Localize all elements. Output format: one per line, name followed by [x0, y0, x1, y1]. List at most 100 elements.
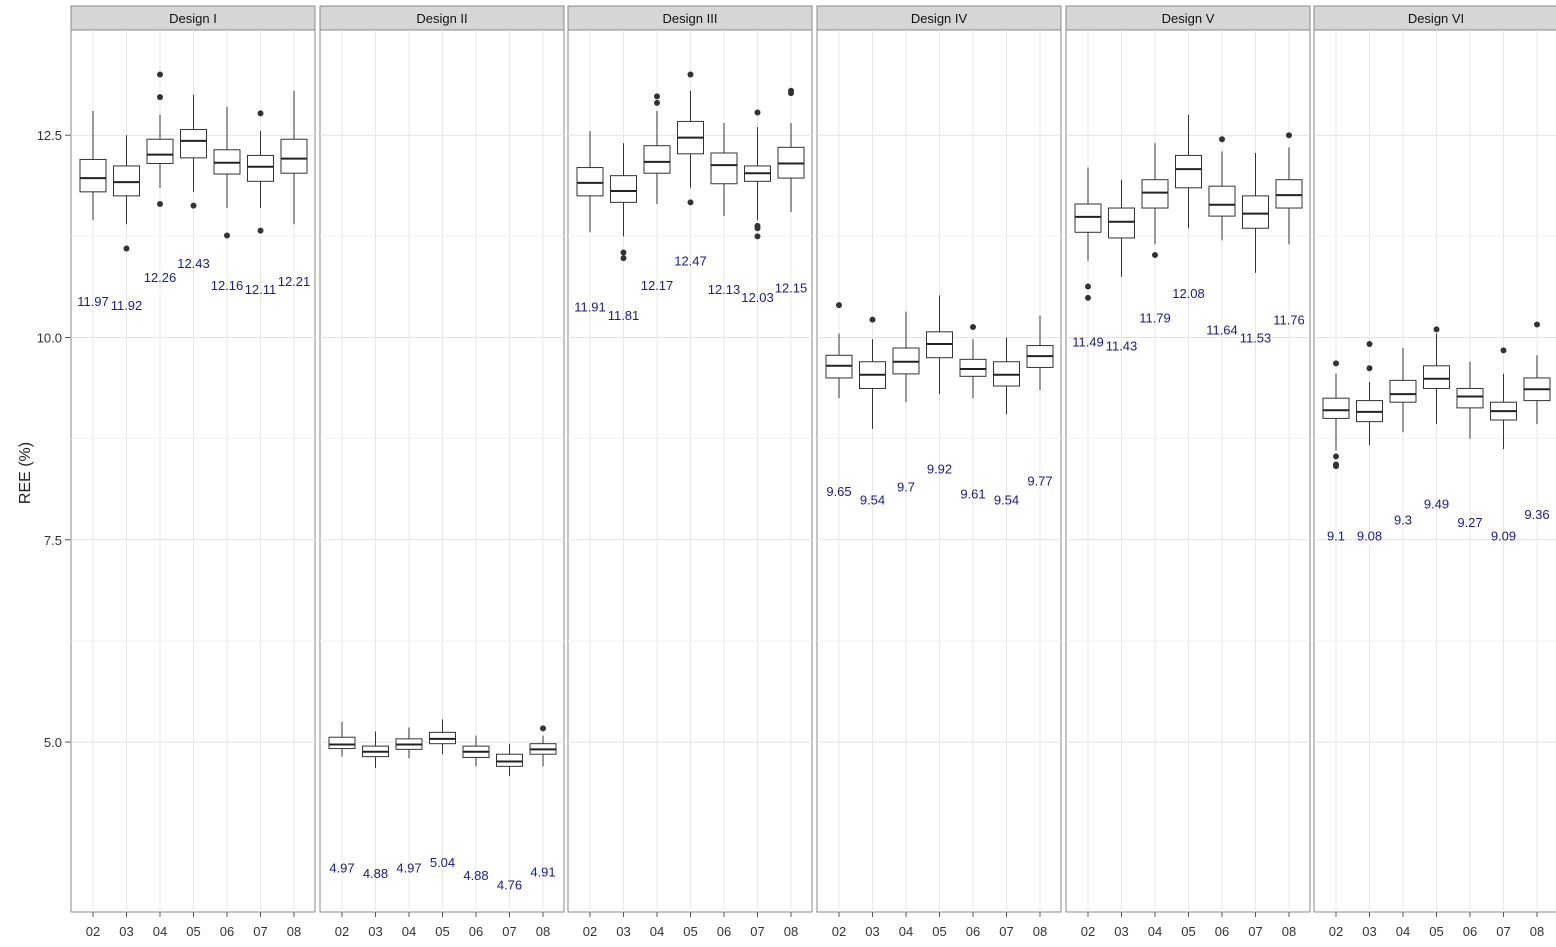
panel-frame	[1313, 29, 1556, 913]
x-tick-label: 06	[717, 924, 731, 939]
box	[1275, 179, 1303, 209]
outlier-point	[1433, 326, 1440, 333]
boxplot-item: 11.53	[1240, 152, 1271, 345]
facet-strip	[1313, 5, 1556, 31]
box	[496, 753, 523, 767]
outlier-point	[1366, 365, 1373, 372]
median-value-label: 11.49	[1072, 335, 1104, 350]
boxplot-item: 12.43	[177, 94, 210, 271]
median-value-label: 9.7	[897, 479, 915, 494]
box	[1108, 207, 1135, 239]
boxplot-item: 9.08	[1356, 340, 1383, 544]
boxplot-item: 12.21	[278, 90, 310, 289]
median-value-label: 9.36	[1524, 507, 1549, 522]
outlier-point	[1333, 463, 1339, 470]
facet-title: Design I	[169, 11, 217, 26]
outlier-point	[157, 71, 163, 78]
median-value-label: 5.04	[430, 855, 455, 870]
outlier-point	[1152, 251, 1158, 258]
boxplot-item: 11.79	[1139, 143, 1171, 325]
median-value-label: 9.54	[860, 492, 885, 507]
x-tick-label: 04	[650, 924, 664, 939]
median-value-label: 11.97	[77, 294, 109, 309]
outlier-point	[687, 71, 694, 78]
median-value-label: 9.1	[1327, 529, 1345, 544]
facet-panels: Design I 11.97 02 11.92 03 12.26 04 12.43 05 12.1…	[70, 5, 1556, 939]
x-tick-label: 02	[86, 924, 100, 939]
boxplot-item: 9.7	[892, 311, 920, 494]
box	[1242, 195, 1269, 229]
x-tick-label: 05	[683, 924, 697, 939]
boxplot-item: 4.88	[362, 731, 389, 881]
x-tick-label: 08	[1282, 924, 1296, 939]
outlier-point	[654, 93, 660, 100]
outlier-point	[1333, 360, 1339, 367]
x-tick-label: 05	[1429, 924, 1443, 939]
box	[1208, 185, 1236, 217]
box	[180, 129, 207, 159]
box	[710, 152, 738, 185]
median-value-label: 11.76	[1273, 313, 1305, 328]
outlier-point	[1333, 453, 1339, 460]
median-value-label: 9.49	[1424, 496, 1449, 511]
box	[610, 175, 637, 203]
boxplot-item: 4.76	[496, 743, 523, 892]
median-value-label: 11.64	[1206, 322, 1238, 337]
median-value-label: 12.26	[144, 270, 177, 285]
facet-panel: Design I 11.97 02 11.92 03 12.26 04 12.43 05 12.1…	[70, 5, 316, 939]
x-tick-label: 04	[402, 924, 416, 939]
x-tick-label: 02	[335, 924, 349, 939]
median-value-label: 12.16	[211, 278, 244, 293]
x-tick-label: 02	[1081, 924, 1095, 939]
median-value-label: 9.08	[1357, 529, 1382, 544]
facet-panel: Design II 4.97 02 4.88 03 4.97 04 5.04 05 4.88 06 4…	[319, 5, 565, 939]
boxplot-item: 4.91	[529, 725, 557, 880]
median-value-label: 4.88	[463, 868, 488, 883]
box	[1456, 387, 1484, 409]
facet-panel: Design VI 9.1 02 9.08 03 9.3 04 9.49 05 9.27 06 9.0…	[1313, 5, 1556, 939]
box	[1423, 365, 1450, 389]
facet-strip	[1065, 5, 1311, 31]
y-tick-label: 5.0	[44, 735, 62, 750]
boxplot-item: 9.27	[1456, 361, 1484, 530]
x-tick-label: 06	[469, 924, 483, 939]
x-tick-label: 04	[153, 924, 167, 939]
facet-panel: Design IV 9.65 02 9.54 03 9.7 04 9.92 05 9.61 06 9.…	[816, 5, 1062, 939]
boxplot-item: 9.49	[1423, 326, 1450, 511]
boxplot-item: 12.03	[741, 109, 774, 305]
x-tick-label: 07	[253, 924, 267, 939]
outlier-point	[754, 233, 761, 240]
outlier-point	[157, 200, 163, 207]
median-value-label: 4.91	[530, 865, 555, 880]
outlier-point	[754, 225, 761, 232]
x-tick-label: 04	[1396, 924, 1410, 939]
box	[79, 158, 107, 193]
median-value-label: 4.88	[363, 866, 388, 881]
outlier-point	[157, 94, 163, 101]
box	[328, 736, 356, 750]
outlier-point	[123, 245, 130, 252]
outlier-point	[654, 99, 660, 106]
box	[959, 358, 987, 377]
median-value-label: 12.17	[641, 278, 674, 293]
boxplot-item: 12.11	[245, 110, 276, 297]
box	[280, 138, 308, 174]
x-tick-label: 05	[435, 924, 449, 939]
median-value-label: 9.09	[1491, 529, 1516, 544]
x-tick-label: 07	[502, 924, 516, 939]
y-tick-label: 10.0	[37, 330, 62, 345]
outlier-point	[788, 90, 794, 97]
facet-title: Design IV	[911, 11, 968, 26]
outlier-point	[1366, 340, 1373, 347]
boxplot-item: 12.17	[641, 93, 674, 293]
x-tick-label: 02	[832, 924, 846, 939]
x-tick-label: 03	[865, 924, 879, 939]
y-axis: 5.0 7.5 10.0 12.5	[37, 128, 71, 750]
boxplot-item: 12.13	[708, 123, 740, 297]
boxplot-item: 9.61	[959, 323, 987, 502]
x-tick-label: 04	[899, 924, 913, 939]
outlier-point	[970, 323, 976, 330]
y-axis-label: REE (%)	[17, 442, 34, 504]
median-value-label: 12.47	[674, 254, 707, 269]
